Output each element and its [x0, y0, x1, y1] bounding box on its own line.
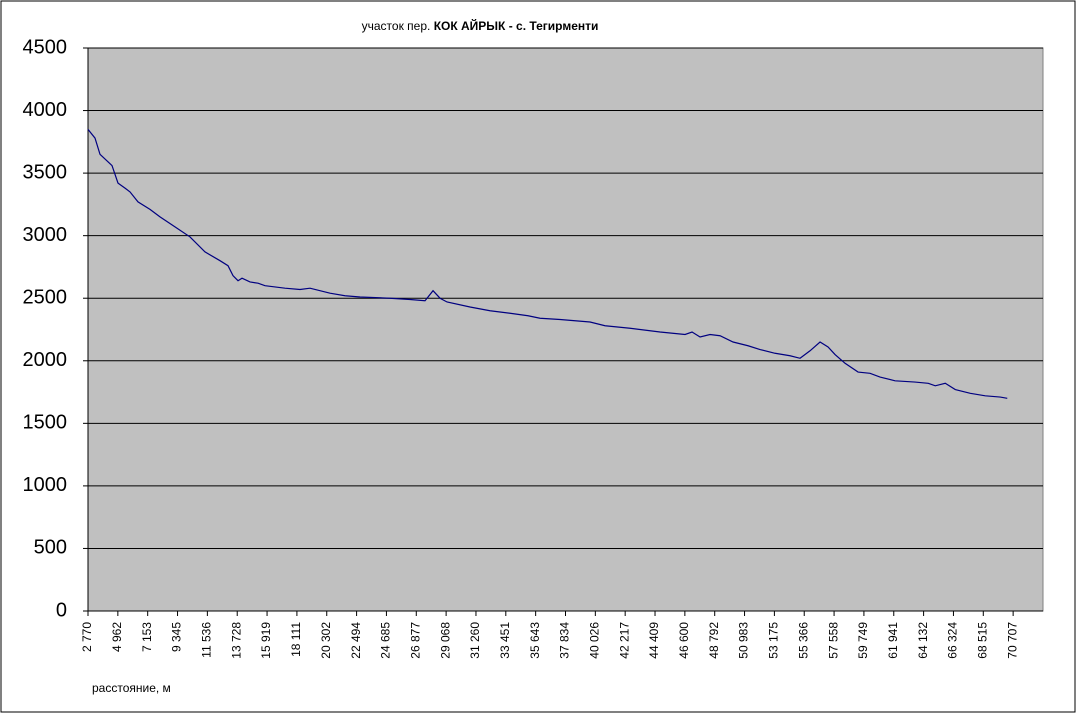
- x-tick-label: 44 409: [647, 622, 661, 659]
- title-bold: КОК АЙРЫК - с. Тегирменти: [434, 18, 599, 33]
- y-tick-label: 4500: [23, 36, 68, 58]
- x-tick-label: 15 919: [259, 622, 273, 659]
- x-tick-label: 18 111: [289, 622, 303, 657]
- y-tick-label: 1000: [23, 474, 68, 496]
- x-tick-label: 57 558: [826, 622, 840, 659]
- x-tick-label: 70 707: [1005, 622, 1019, 659]
- y-tick-label: 0: [56, 599, 67, 621]
- x-tick-label: 42 217: [617, 622, 631, 659]
- data-line: [87, 128, 1008, 399]
- x-tick-label: 29 068: [438, 622, 452, 659]
- x-tick-label: 61 941: [886, 622, 900, 659]
- x-tick-label: 20 302: [319, 622, 333, 659]
- x-tick-label: 68 515: [975, 622, 989, 659]
- x-tick-label: 24 685: [379, 622, 393, 659]
- y-tick-label: 3000: [23, 224, 68, 246]
- x-tick-label: 53 175: [767, 622, 781, 659]
- y-tick-label: 1500: [23, 412, 68, 434]
- x-tick-label: 7 153: [140, 622, 154, 652]
- x-tick-label: 37 834: [558, 622, 572, 659]
- x-tick-label: 48 792: [707, 622, 721, 659]
- title-normal: участок пер.: [362, 19, 431, 33]
- x-tick-label: 9 345: [170, 622, 184, 652]
- x-tick-label: 59 749: [856, 622, 870, 659]
- x-tick-label: 33 451: [498, 622, 512, 659]
- x-tick-label: 64 132: [916, 622, 930, 659]
- x-tick-label: 50 983: [737, 622, 751, 659]
- x-tick-label: 2 770: [80, 622, 94, 652]
- x-tick-label: 22 494: [349, 622, 363, 659]
- x-tick-label: 11 536: [200, 622, 214, 658]
- y-tick-label: 3500: [23, 161, 68, 183]
- x-tick-label: 13 728: [229, 622, 243, 659]
- chart-title: участок пер. КОК АЙРЫК - с. Тегирменти: [362, 18, 599, 33]
- x-tick-label: 40 026: [588, 622, 602, 659]
- x-tick-label: 55 366: [796, 622, 810, 659]
- plot-area: [87, 47, 1044, 612]
- x-tick-label: 31 260: [468, 622, 482, 659]
- y-tick-label: 2000: [23, 349, 68, 371]
- x-tick-label: 66 324: [946, 622, 960, 659]
- x-tick-label: 4 962: [110, 622, 124, 652]
- x-tick-label: 46 600: [677, 622, 691, 659]
- y-tick-label: 4000: [23, 99, 68, 121]
- x-tick-label: 26 877: [408, 622, 422, 659]
- y-tick-label: 500: [34, 537, 67, 559]
- x-axis-label: расстояние, м: [92, 681, 171, 695]
- y-tick-label: 2500: [23, 287, 68, 309]
- x-tick-label: 35 643: [528, 622, 542, 659]
